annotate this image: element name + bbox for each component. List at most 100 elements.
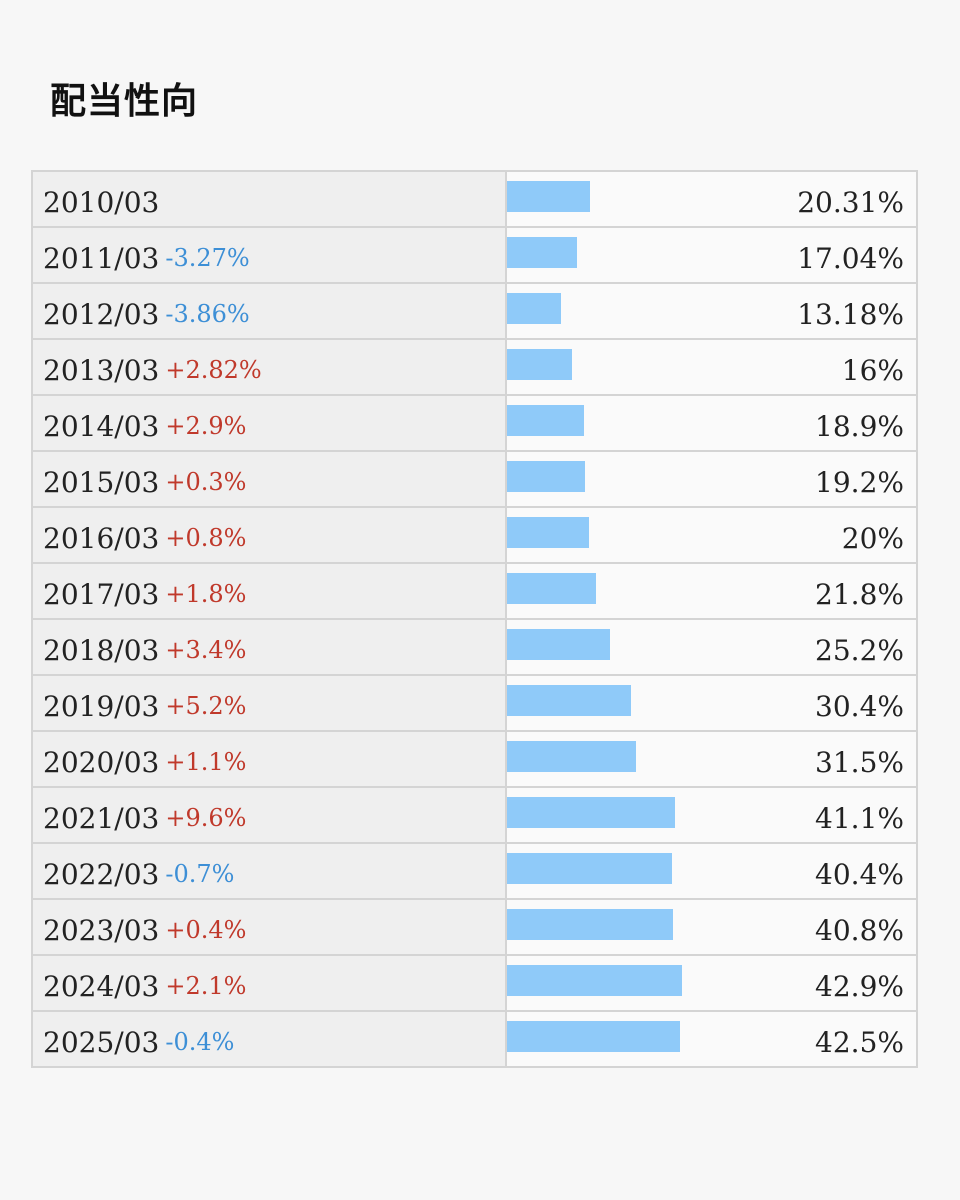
bar [507,797,675,828]
change-label: -3.86% [165,300,250,328]
table-row: 2014/03 +2.9% 18.9% [33,394,916,450]
change-label: -0.4% [165,1028,235,1056]
value-label: 21.8% [815,577,904,611]
change-label: +0.3% [165,468,247,496]
bar [507,685,631,716]
year-label: 2020/03 [43,745,160,779]
year-cell: 2014/03 +2.9% [33,396,507,450]
year-cell: 2025/03 -0.4% [33,1012,507,1066]
value-label: 17.04% [797,241,904,275]
bar-cell: 21.8% [507,564,916,618]
year-cell: 2023/03 +0.4% [33,900,507,954]
year-cell: 2017/03 +1.8% [33,564,507,618]
year-label: 2022/03 [43,857,160,891]
year-label: 2014/03 [43,409,160,443]
bar [507,517,589,548]
value-label: 31.5% [815,745,904,779]
bar [507,461,585,492]
year-label: 2015/03 [43,465,160,499]
year-cell: 2022/03 -0.7% [33,844,507,898]
bar [507,573,596,604]
value-label: 42.9% [815,969,904,1003]
change-label: +9.6% [165,804,247,832]
bar [507,181,590,212]
table-row: 2018/03 +3.4% 25.2% [33,618,916,674]
table-row: 2010/03 20.31% [33,172,916,226]
change-label: +1.1% [165,748,247,776]
table-row: 2012/03 -3.86% 13.18% [33,282,916,338]
year-label: 2017/03 [43,577,160,611]
bar [507,965,682,996]
year-cell: 2018/03 +3.4% [33,620,507,674]
year-cell: 2020/03 +1.1% [33,732,507,786]
page-title: 配当性向 [50,81,199,122]
year-cell: 2016/03 +0.8% [33,508,507,562]
year-label: 2018/03 [43,633,160,667]
bar [507,293,561,324]
bar [507,1021,680,1052]
value-label: 41.1% [815,801,904,835]
value-label: 19.2% [815,465,904,499]
bar [507,909,673,940]
year-label: 2013/03 [43,353,160,387]
table-row: 2024/03 +2.1% 42.9% [33,954,916,1010]
year-label: 2021/03 [43,801,160,835]
year-label: 2023/03 [43,913,160,947]
payout-ratio-table: 2010/03 20.31% 2011/03 -3.27% 17.04% 2012/03-… [31,170,918,1068]
table-row: 2023/03 +0.4% 40.8% [33,898,916,954]
bar-cell: 40.8% [507,900,916,954]
bar-cell: 41.1% [507,788,916,842]
value-label: 20.31% [797,185,904,219]
table-row: 2017/03 +1.8% 21.8% [33,562,916,618]
year-label: 2012/03 [43,297,160,331]
bar [507,741,636,772]
change-label: +5.2% [165,692,247,720]
change-label: +2.82% [165,356,262,384]
bar [507,629,610,660]
change-label: +1.8% [165,580,247,608]
year-cell: 2011/03 -3.27% [33,228,507,282]
table-row: 2020/03 +1.1% 31.5% [33,730,916,786]
bar [507,405,584,436]
table-row: 2019/03 +5.2% 30.4% [33,674,916,730]
table-row: 2025/03 -0.4% 42.5% [33,1010,916,1066]
change-label: -3.27% [165,244,250,272]
year-label: 2016/03 [43,521,160,555]
year-label: 2025/03 [43,1025,160,1059]
bar-cell: 42.9% [507,956,916,1010]
bar-cell: 19.2% [507,452,916,506]
value-label: 20% [841,521,904,555]
bar [507,853,672,884]
change-label: +0.4% [165,916,247,944]
value-label: 40.4% [815,857,904,891]
table-row: 2015/03 +0.3% 19.2% [33,450,916,506]
change-label: +2.9% [165,412,247,440]
change-label: +0.8% [165,524,247,552]
bar-cell: 18.9% [507,396,916,450]
year-label: 2024/03 [43,969,160,1003]
bar-cell: 16% [507,340,916,394]
bar-cell: 20% [507,508,916,562]
bar [507,237,577,268]
value-label: 16% [841,353,904,387]
year-cell: 2013/03 +2.82% [33,340,507,394]
year-label: 2011/03 [43,241,160,275]
table-row: 2011/03 -3.27% 17.04% [33,226,916,282]
value-label: 25.2% [815,633,904,667]
year-cell: 2019/03 +5.2% [33,676,507,730]
year-cell: 2015/03 +0.3% [33,452,507,506]
year-cell: 2021/03 +9.6% [33,788,507,842]
value-label: 18.9% [815,409,904,443]
year-label: 2019/03 [43,689,160,723]
bar-cell: 42.5% [507,1012,916,1066]
table-row: 2013/03 +2.82% 16% [33,338,916,394]
table-row: 2021/03 +9.6% 41.1% [33,786,916,842]
year-cell: 2012/03 -3.86% [33,284,507,338]
year-cell: 2010/03 [33,172,507,226]
bar-cell: 40.4% [507,844,916,898]
bar [507,349,572,380]
bar-cell: 25.2% [507,620,916,674]
year-cell: 2024/03 +2.1% [33,956,507,1010]
value-label: 40.8% [815,913,904,947]
value-label: 30.4% [815,689,904,723]
